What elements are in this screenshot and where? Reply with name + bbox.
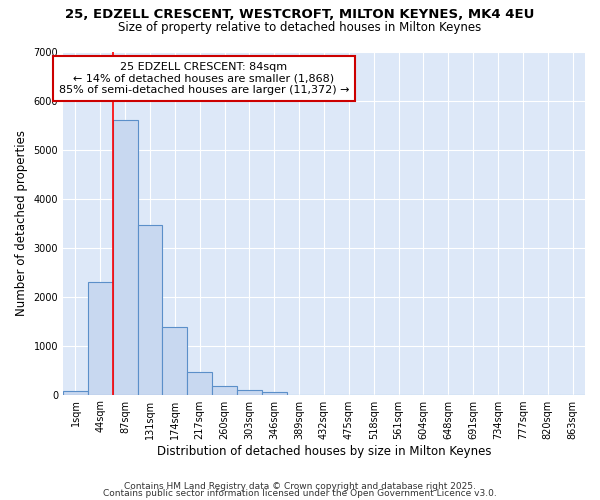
Bar: [63, 390, 88, 394]
Text: Contains public sector information licensed under the Open Government Licence v3: Contains public sector information licen…: [103, 490, 497, 498]
Bar: [163, 328, 187, 394]
Bar: [88, 282, 113, 395]
X-axis label: Distribution of detached houses by size in Milton Keynes: Distribution of detached houses by size …: [157, 444, 491, 458]
Bar: [212, 386, 237, 394]
Bar: [262, 392, 287, 394]
Text: 25, EDZELL CRESCENT, WESTCROFT, MILTON KEYNES, MK4 4EU: 25, EDZELL CRESCENT, WESTCROFT, MILTON K…: [65, 8, 535, 20]
Bar: [187, 372, 212, 394]
Y-axis label: Number of detached properties: Number of detached properties: [15, 130, 28, 316]
Bar: [113, 120, 137, 394]
Text: 25 EDZELL CRESCENT: 84sqm
← 14% of detached houses are smaller (1,868)
85% of se: 25 EDZELL CRESCENT: 84sqm ← 14% of detac…: [59, 62, 349, 95]
Text: Contains HM Land Registry data © Crown copyright and database right 2025.: Contains HM Land Registry data © Crown c…: [124, 482, 476, 491]
Bar: [137, 226, 163, 394]
Bar: [237, 390, 262, 394]
Text: Size of property relative to detached houses in Milton Keynes: Size of property relative to detached ho…: [118, 21, 482, 34]
